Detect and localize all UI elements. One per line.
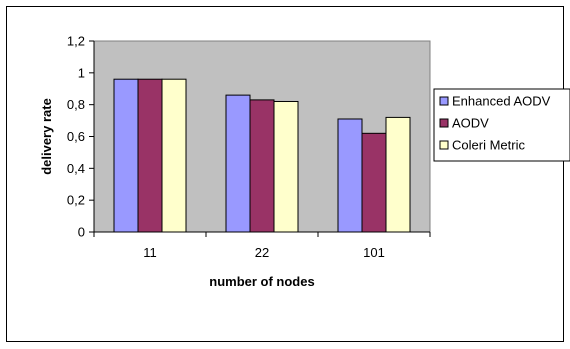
x-axis: 11 22 101 [93, 231, 431, 260]
legend-swatch [439, 96, 449, 106]
y-tick-label: 0,4 [67, 161, 85, 176]
bar [337, 118, 363, 233]
legend-label: Coleri Metric [452, 138, 525, 153]
x-tick-label: 22 [255, 245, 269, 260]
bar [273, 100, 299, 233]
bars [113, 78, 411, 233]
x-axis-title: number of nodes [209, 274, 314, 289]
bar [137, 78, 163, 233]
x-tick-label: 101 [363, 245, 385, 260]
x-tick-label: 11 [143, 245, 157, 260]
bar [385, 116, 411, 233]
bar [161, 78, 187, 233]
bar [225, 94, 251, 233]
y-tick-label: 1,2 [67, 34, 85, 49]
legend-box [433, 88, 570, 162]
legend-label: AODV [452, 116, 489, 131]
y-tick-label: 0,6 [67, 129, 85, 144]
legend-swatch [439, 118, 449, 128]
y-tick-label: 0 [78, 225, 85, 240]
y-tick-label: 1 [78, 65, 85, 80]
y-axis: 0 0,2 0,4 0,6 0,8 1 1,2 [67, 34, 95, 240]
bar [361, 132, 387, 233]
y-axis-title: delivery rate [39, 98, 54, 175]
y-tick-label: 0,8 [67, 97, 85, 112]
y-tick-label: 0,2 [67, 193, 85, 208]
legend-swatch [439, 140, 449, 150]
legend-label: Enhanced AODV [452, 94, 551, 109]
bar [113, 78, 139, 233]
bar [249, 99, 275, 233]
legend: Enhanced AODV AODV Coleri Metric [433, 88, 570, 162]
